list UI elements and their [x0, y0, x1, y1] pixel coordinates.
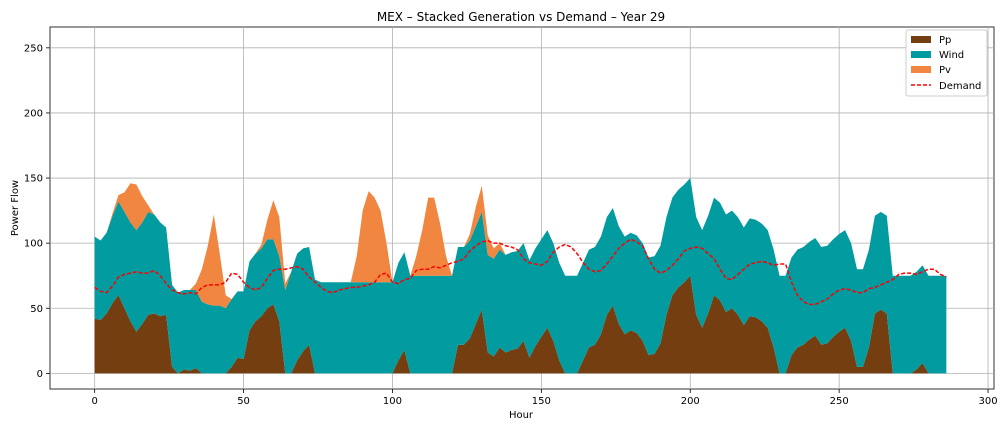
legend-swatch-pv: [911, 66, 931, 73]
y-tick-label: 200: [24, 108, 43, 119]
legend-label-pp: Pp: [939, 35, 951, 46]
x-tick-label: 50: [237, 396, 250, 407]
y-tick-label: 50: [30, 304, 43, 315]
area-wind: [94, 178, 947, 374]
area-pp: [94, 275, 947, 374]
x-tick-label: 150: [532, 396, 551, 407]
y-tick-label: 250: [24, 43, 43, 54]
legend-swatch-pp: [911, 36, 931, 43]
legend-frame: [905, 29, 988, 97]
x-tick-label: 300: [978, 396, 997, 407]
legend: Pp Wind Pv Demand: [905, 29, 988, 97]
legend-label-pv: Pv: [939, 65, 951, 76]
demand-line-group: [94, 238, 947, 306]
y-axis-label: Power Flow: [10, 180, 21, 236]
legend-label-wind: Wind: [939, 50, 964, 61]
demand-line: [94, 238, 947, 306]
x-tick-label: 200: [681, 396, 700, 407]
x-axis-label: Hour: [509, 410, 534, 421]
y-tick-label: 0: [37, 369, 43, 380]
y-axis-ticks: 0 50 100 150 200 250: [24, 43, 50, 380]
x-tick-label: 0: [91, 396, 97, 407]
x-tick-label: 250: [830, 396, 849, 407]
y-tick-label: 100: [24, 239, 43, 250]
legend-swatch-wind: [911, 51, 931, 58]
legend-label-demand: Demand: [939, 81, 981, 92]
chart-title: MEX – Stacked Generation vs Demand – Yea…: [377, 10, 665, 24]
stacked-areas: [94, 178, 947, 374]
x-axis-ticks: 0 50 100 150 200 250 300: [91, 389, 998, 407]
y-tick-label: 150: [24, 174, 43, 185]
x-tick-label: 100: [383, 396, 402, 407]
